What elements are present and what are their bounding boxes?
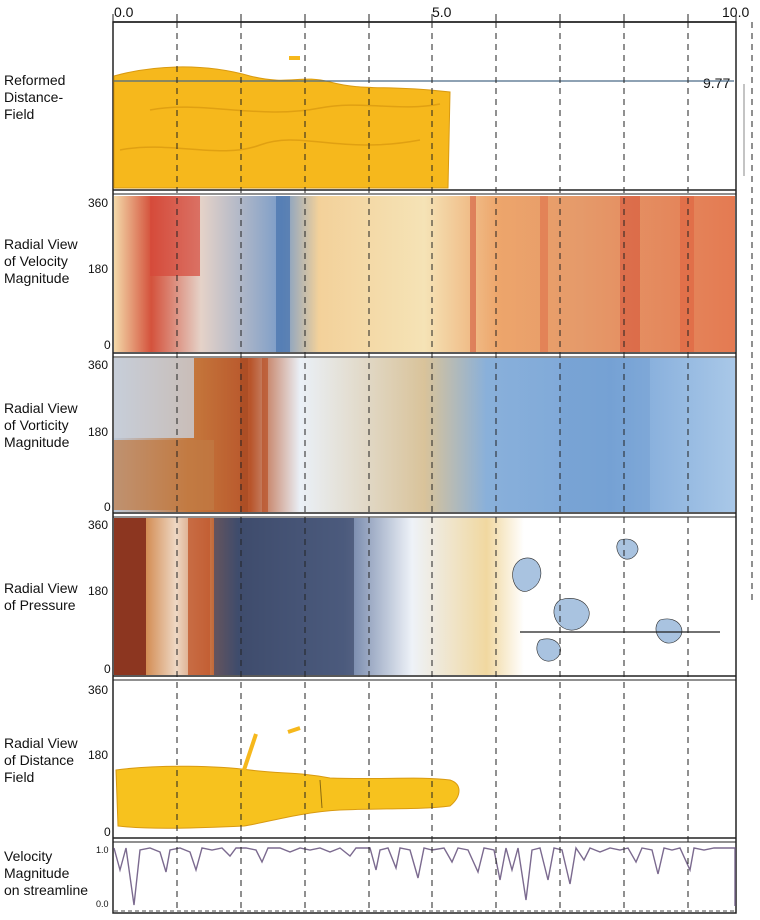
top-axis-ticks <box>112 14 737 22</box>
reformed-field-shape <box>113 66 451 189</box>
streamline-series <box>113 846 736 906</box>
distance-ytick-180: 180 <box>88 748 109 762</box>
vorticity-heatmap <box>114 358 735 512</box>
label-streamline-velocity: Velocity Magnitude on streamline <box>4 848 89 898</box>
velocity-ytick-360: 360 <box>88 196 109 210</box>
velocity-ytick-180: 180 <box>88 262 109 276</box>
vertical-guides <box>176 22 753 912</box>
panel-reformed-distance-field <box>113 56 734 189</box>
panel-pressure <box>114 518 735 675</box>
axis-mid-label: 5.0 <box>432 4 452 20</box>
panel-vorticity <box>114 358 735 512</box>
label-reformed-distance-field: Reformed Distance- Field <box>4 72 66 122</box>
label-vorticity: Radial View of Vorticity Magnitude <box>4 400 78 450</box>
label-velocity: Radial View of Velocity Magnitude <box>4 236 78 286</box>
distance-ytick-360: 360 <box>88 683 109 697</box>
pressure-ytick-0: 0 <box>104 662 111 676</box>
marker-value-label: 9.77 <box>703 75 731 91</box>
panel-streamline-velocity <box>113 846 736 912</box>
vorticity-ytick-180: 180 <box>88 425 109 439</box>
velocity-heatmap <box>114 196 735 352</box>
distance-ytick-0: 0 <box>104 825 111 839</box>
label-pressure: Radial View of Pressure <box>4 580 78 613</box>
pressure-ytick-360: 360 <box>88 518 109 532</box>
streamline-ytick-1: 1.0 <box>96 845 109 855</box>
axis-end-label: 10.0 <box>722 4 750 20</box>
vorticity-ytick-0: 0 <box>104 500 111 514</box>
vorticity-ytick-360: 360 <box>88 358 109 372</box>
radial-field-shape <box>115 765 460 829</box>
panel-velocity <box>114 196 735 352</box>
pressure-ytick-180: 180 <box>88 584 109 598</box>
streamline-ytick-0: 0.0 <box>96 899 109 909</box>
label-radial-distance-field: Radial View of Distance Field <box>4 735 78 785</box>
panel-radial-distance-field <box>115 726 460 829</box>
velocity-ytick-0: 0 <box>104 338 111 352</box>
axis-start-label: 0.0 <box>114 4 134 20</box>
